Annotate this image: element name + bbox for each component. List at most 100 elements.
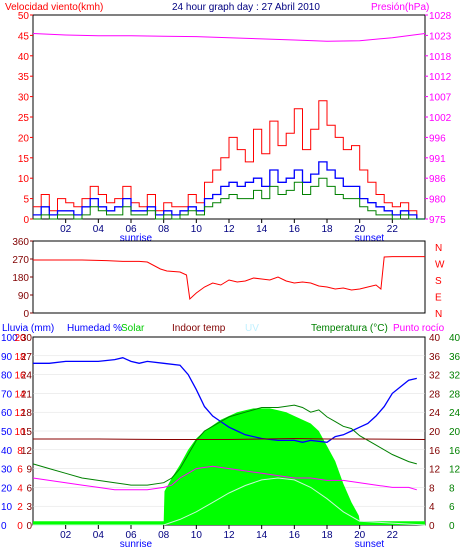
solar-tick: 27: [21, 352, 33, 363]
series-wind: [33, 161, 425, 220]
ytick-left: 35: [18, 72, 30, 83]
rain-tick: 6: [17, 465, 23, 476]
xtick-label: 10: [191, 224, 203, 235]
ytick-left: 40: [18, 52, 30, 63]
rain-tick: 12: [14, 408, 26, 419]
ytick-left: 30: [18, 93, 30, 104]
ytick-right: 986: [429, 174, 446, 185]
series-avg: [33, 177, 425, 220]
compass-label: N: [435, 243, 442, 254]
rain-tick: 2: [17, 502, 23, 513]
temp-tick-right: 40: [449, 333, 461, 344]
ytick-right: 1028: [429, 11, 452, 22]
temp-tick-left: 28: [429, 389, 441, 400]
ytick-left: 0: [23, 215, 29, 226]
series-gust: [33, 100, 425, 220]
solar-tick: 21: [21, 389, 33, 400]
rain-tick: 4: [17, 483, 23, 494]
top-plot-frame: [32, 14, 426, 220]
xtick-label: 04: [93, 530, 105, 541]
indoor-label: Indoor temp: [172, 323, 226, 334]
temp-tick-left: 24: [429, 408, 441, 419]
sunrise-label: sunrise: [120, 539, 153, 550]
temp-tick-right: 28: [449, 389, 461, 400]
xtick-label: 12: [223, 224, 235, 235]
humidity-tick: 0: [1, 521, 7, 532]
xtick-label: 06: [125, 530, 137, 541]
xtick-label: 10: [191, 530, 203, 541]
humidity-tick: 60: [1, 408, 13, 419]
top-left-label: Velocidad viento(kmh): [5, 2, 103, 13]
series-indoor: [33, 437, 426, 440]
xtick-label: 12: [223, 530, 235, 541]
xtick-label: 16: [289, 224, 301, 235]
xtick-label: 02: [60, 224, 72, 235]
temp-tick-right: 0: [449, 521, 455, 532]
ytick-right: 975: [429, 215, 446, 226]
rain-tick: 18: [14, 352, 26, 363]
series-temp: [32, 404, 417, 486]
humidity-tick: 70: [1, 389, 13, 400]
dir-ytick: 180: [12, 273, 29, 284]
sunset-label: sunset: [355, 233, 385, 244]
humidity-tick: 40: [1, 446, 13, 457]
solar-tick: 6: [26, 483, 32, 494]
rain-tick: 8: [17, 446, 23, 457]
ytick-right: 1012: [429, 72, 452, 83]
series-humidity: [33, 357, 417, 443]
temp-tick-left: 32: [429, 371, 441, 382]
solar-tick: 24: [21, 371, 33, 382]
humidity-tick: 30: [1, 465, 13, 476]
temp-tick-left: 12: [429, 465, 441, 476]
sunset-label: sunset: [355, 539, 385, 550]
solar-tick: 0: [26, 521, 32, 532]
rain-tick: 16: [14, 371, 26, 382]
rain-label: Lluvia (mm): [2, 323, 54, 334]
solar-label: Solar: [121, 323, 145, 334]
solar-tick: 9: [26, 465, 32, 476]
xtick-label: 04: [93, 224, 105, 235]
temp-tick-right: 12: [449, 465, 461, 476]
compass-label: E: [435, 293, 442, 304]
series-solar: [33, 408, 425, 525]
xtick-label: 20: [354, 530, 366, 541]
compass-label: N: [435, 309, 442, 320]
ytick-left: 5: [23, 195, 29, 206]
humidity-tick: 90: [1, 352, 13, 363]
xtick-label: 02: [60, 530, 72, 541]
temp-tick-left: 8: [429, 483, 435, 494]
xtick-label: 18: [321, 224, 333, 235]
humidity-tick: 80: [1, 371, 13, 382]
ytick-left: 15: [18, 154, 30, 165]
humidity-label: Humedad %: [67, 323, 122, 334]
dir-ytick: 0: [23, 309, 29, 320]
solar-tick: 15: [21, 427, 33, 438]
ytick-right: 980: [429, 195, 446, 206]
series-pressure: [32, 33, 426, 42]
ytick-left: 20: [18, 133, 30, 144]
dir-ytick: 270: [12, 255, 29, 266]
humidity-tick: 20: [1, 483, 13, 494]
humidity-tick: 50: [1, 427, 13, 438]
temp-label: Temperatura (°C): [311, 323, 388, 334]
series-dewpoint: [32, 465, 417, 491]
temp-tick-left: 16: [429, 446, 441, 457]
humidity-tick: 100: [1, 333, 18, 344]
xtick-label: 08: [158, 224, 170, 235]
mid-plot-frame: [32, 240, 426, 314]
xtick-label: 08: [158, 530, 170, 541]
solar-tick: 18: [21, 408, 33, 419]
dew-label: Punto rocío: [393, 323, 445, 334]
ytick-right: 991: [429, 154, 446, 165]
ytick-right: 1007: [429, 93, 452, 104]
xtick-label: 22: [387, 530, 399, 541]
compass-label: W: [435, 260, 445, 271]
dir-ytick: 90: [18, 291, 30, 302]
ytick-right: 1023: [429, 31, 452, 42]
temp-tick-right: 32: [449, 371, 461, 382]
compass-label: S: [435, 276, 442, 287]
temp-tick-right: 36: [449, 352, 461, 363]
sunrise-label: sunrise: [120, 233, 153, 244]
